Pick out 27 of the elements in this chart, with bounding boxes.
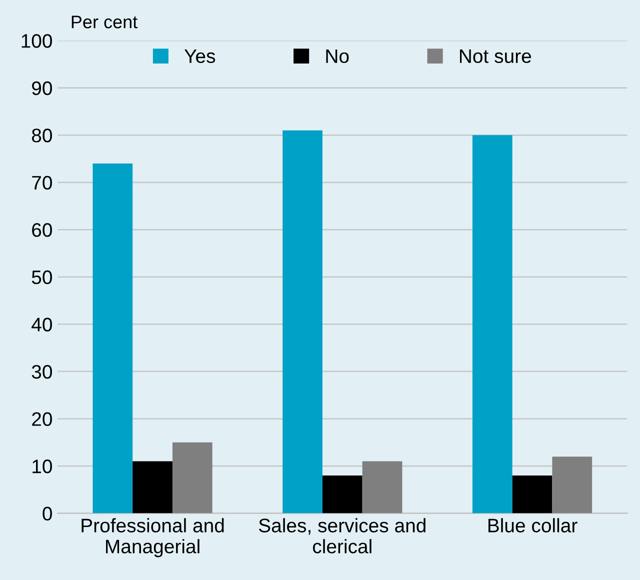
x-tick-label: Professional and Managerial xyxy=(82,518,224,558)
y-tick-label: 30 xyxy=(32,364,52,379)
bar xyxy=(472,135,512,514)
bar xyxy=(322,475,362,514)
y-tick-label: 10 xyxy=(32,460,52,474)
legend-label: Not sure xyxy=(460,49,532,64)
y-tick-label: 100 xyxy=(22,34,52,48)
bar xyxy=(92,164,133,514)
y-axis-title: Per cent xyxy=(72,16,138,28)
y-tick-label: 40 xyxy=(32,318,52,332)
bar xyxy=(362,461,402,514)
y-tick-label: 80 xyxy=(32,128,52,142)
legend-label: No xyxy=(326,49,349,64)
y-tick-label: 0 xyxy=(42,506,52,521)
bar xyxy=(552,456,592,514)
legend-label: Yes xyxy=(184,49,216,64)
bar xyxy=(172,442,212,514)
y-tick-label: 90 xyxy=(32,81,52,96)
bar xyxy=(132,461,172,514)
bar xyxy=(282,130,322,514)
bar xyxy=(512,475,552,514)
x-tick-label: Sales, services and clerical xyxy=(258,518,426,554)
y-tick-label: 60 xyxy=(32,223,52,237)
y-tick-label: 70 xyxy=(32,176,52,190)
y-tick-label: 50 xyxy=(32,270,52,284)
x-tick-label: Blue collar xyxy=(488,518,578,532)
y-tick-label: 20 xyxy=(32,412,52,426)
